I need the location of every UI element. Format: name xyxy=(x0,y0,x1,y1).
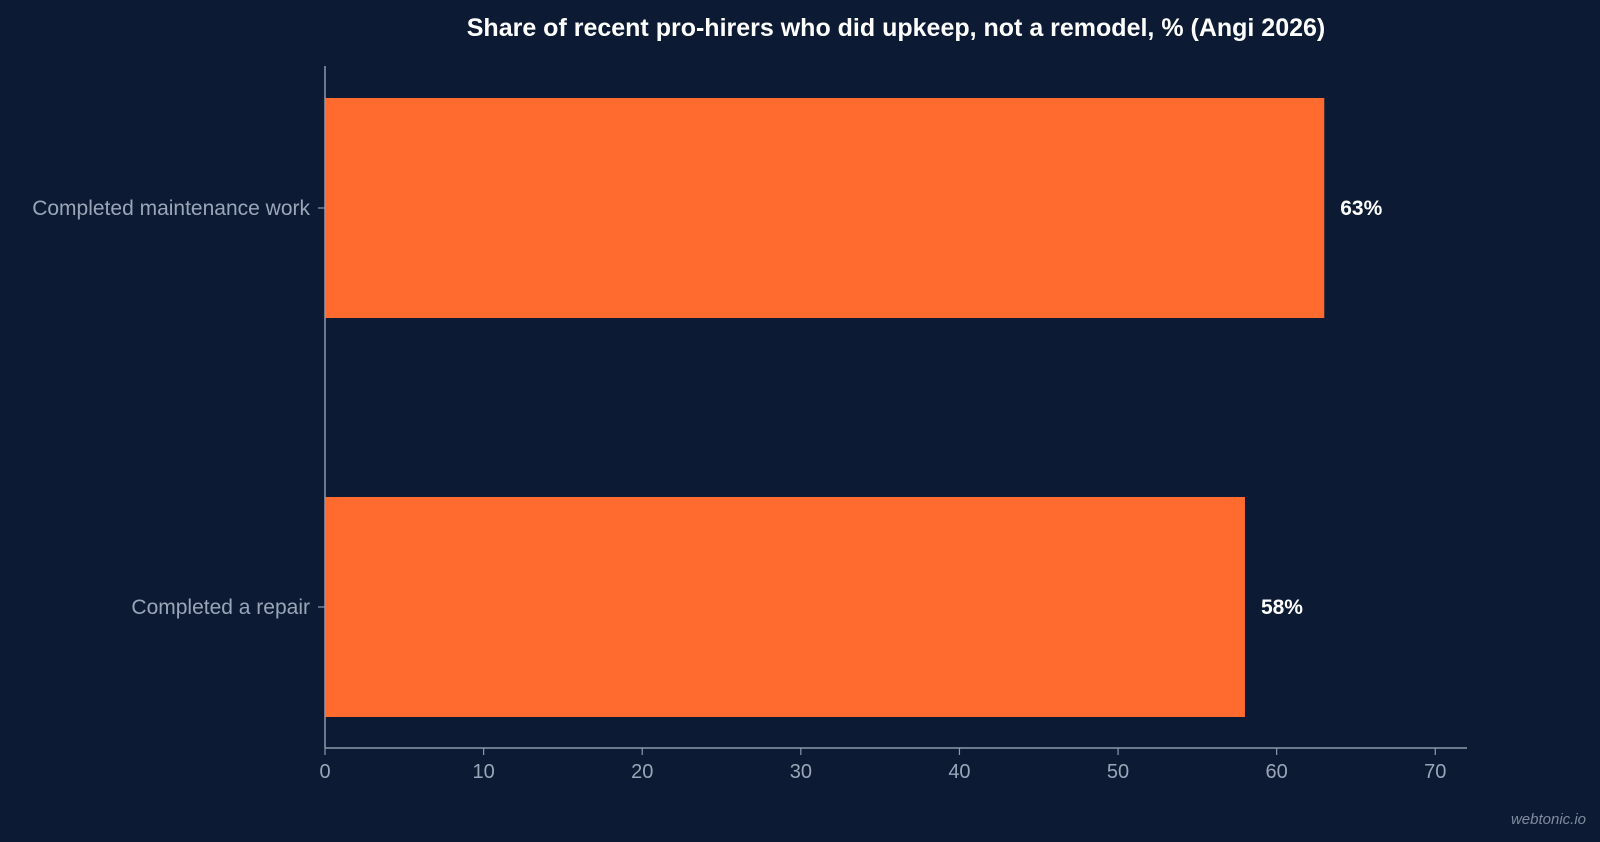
x-tick-label-3: 30 xyxy=(790,761,812,783)
x-tick-label-6: 60 xyxy=(1266,761,1288,783)
x-tick-label-7: 70 xyxy=(1424,761,1446,783)
x-tick-label-0: 0 xyxy=(319,761,330,783)
chart-title: Share of recent pro-hirers who did upkee… xyxy=(467,14,1326,42)
x-tick-label-5: 50 xyxy=(1107,761,1129,783)
category-label-0: Completed maintenance work xyxy=(32,197,310,220)
bars-layer: 63% 58% xyxy=(325,98,1383,717)
category-label-1: Completed a repair xyxy=(131,596,310,619)
watermark: webtonic.io xyxy=(1511,811,1586,828)
bar-1 xyxy=(325,497,1245,717)
x-tick-label-4: 40 xyxy=(948,761,970,783)
x-tick-label-2: 20 xyxy=(631,761,653,783)
value-label-1: 58% xyxy=(1261,596,1303,619)
ticks-layer: Completed maintenance work Completed a re… xyxy=(32,197,1446,783)
x-tick-label-1: 10 xyxy=(472,761,494,783)
bar-0 xyxy=(325,98,1325,318)
value-label-0: 63% xyxy=(1340,197,1382,220)
